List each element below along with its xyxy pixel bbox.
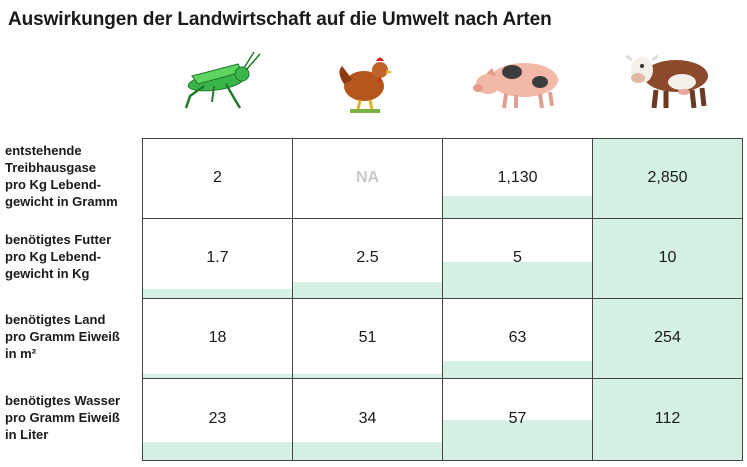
- cell-fill-bar: [293, 374, 442, 378]
- cell-fill-bar: [293, 442, 442, 460]
- row-label-line: benötigtes Futter: [5, 231, 112, 247]
- table-cell: 254: [593, 299, 743, 379]
- table-cell: 10: [593, 219, 743, 299]
- table-cell: 63: [443, 299, 593, 379]
- row-label-line: pro Kg Lebend-: [5, 248, 102, 264]
- table-cell: 51: [293, 299, 443, 379]
- chicken-icon: [292, 46, 442, 116]
- cell-fill-bar: [443, 262, 592, 298]
- table-cell: 1.7: [143, 219, 293, 299]
- row-label-line: pro Gramm Eiweiß: [5, 328, 120, 344]
- row-label-line: entstehende: [5, 143, 82, 158]
- row-label-line: in Liter: [5, 426, 49, 442]
- cell-fill-bar: [443, 419, 592, 460]
- animal-header-row: [142, 46, 742, 116]
- row-label-line: benötigtes Land: [5, 311, 106, 327]
- table-cell: 57: [443, 379, 593, 461]
- cell-value: 1,130: [497, 169, 538, 186]
- row-label-line: gewicht in Kg: [5, 265, 90, 281]
- cell-value: NA: [355, 169, 380, 186]
- row-label-line: benötigtes Wasser: [5, 392, 121, 408]
- table-cell: 1,130: [443, 139, 593, 219]
- cell-fill-bar: [593, 219, 742, 298]
- cell-value: 1.7: [206, 249, 229, 266]
- cell-value: 112: [654, 410, 681, 427]
- data-table: 2 NA 1,130 2,850 1.7 2.5 5 10 18 51 63 254 23 34 57 112: [142, 138, 743, 461]
- row-label-line: gewicht in Gramm: [5, 194, 118, 209]
- table-cell: 18: [143, 299, 293, 379]
- table-cell: 112: [593, 379, 743, 461]
- cell-fill-bar: [443, 195, 592, 218]
- table-cell: 2: [143, 139, 293, 219]
- table-cell: 23: [143, 379, 293, 461]
- cell-fill-bar: [593, 299, 742, 378]
- cell-value: 254: [654, 329, 681, 346]
- cell-value: 63: [508, 329, 527, 346]
- cell-value: 34: [358, 410, 377, 427]
- row-label: entstehende Treibhausgase pro Kg Lebend-ge…: [5, 142, 140, 210]
- cell-value: 2: [213, 169, 222, 186]
- table-cell: 2,850: [593, 139, 743, 219]
- cell-value: 5: [513, 249, 522, 266]
- chart-title: Auswirkungen der Landwirtschaft auf die …: [8, 9, 552, 30]
- row-label-line: Treibhausgase: [5, 160, 97, 175]
- cell-value: 18: [208, 329, 227, 346]
- cell-value: 23: [208, 410, 227, 427]
- cell-fill-bar: [143, 374, 292, 378]
- row-label-line: pro Gramm Eiweiß: [5, 409, 120, 425]
- row-label: benötigtes Wasser pro Gramm Eiweiß in Lite…: [5, 392, 140, 443]
- table-cell: 2.5: [293, 219, 443, 299]
- cell-fill-bar: [593, 379, 742, 460]
- pig-icon: [442, 46, 592, 116]
- row-label: benötigtes Futter pro Kg Lebend-gewicht i…: [5, 231, 140, 282]
- cell-fill-bar: [593, 139, 742, 218]
- table-cell: NA: [293, 139, 443, 219]
- cell-fill-bar: [293, 282, 442, 298]
- cell-fill-bar: [143, 442, 292, 460]
- table-cell: 5: [443, 219, 593, 299]
- row-label-line: pro Kg Lebend-: [5, 177, 102, 192]
- cell-value: 2,850: [647, 169, 688, 186]
- row-label-line: in m²: [5, 345, 37, 361]
- grasshopper-icon: [142, 46, 292, 116]
- table-cell: 34: [293, 379, 443, 461]
- cell-value: 10: [658, 249, 677, 266]
- cell-fill-bar: [443, 360, 592, 378]
- cell-value: 2.5: [356, 249, 379, 266]
- cell-fill-bar: [143, 288, 292, 298]
- row-label: benötigtes Land pro Gramm Eiweiß in m²: [5, 311, 140, 362]
- cell-value: 51: [358, 329, 377, 346]
- cow-icon: [592, 46, 742, 116]
- cell-value: 57: [508, 410, 527, 427]
